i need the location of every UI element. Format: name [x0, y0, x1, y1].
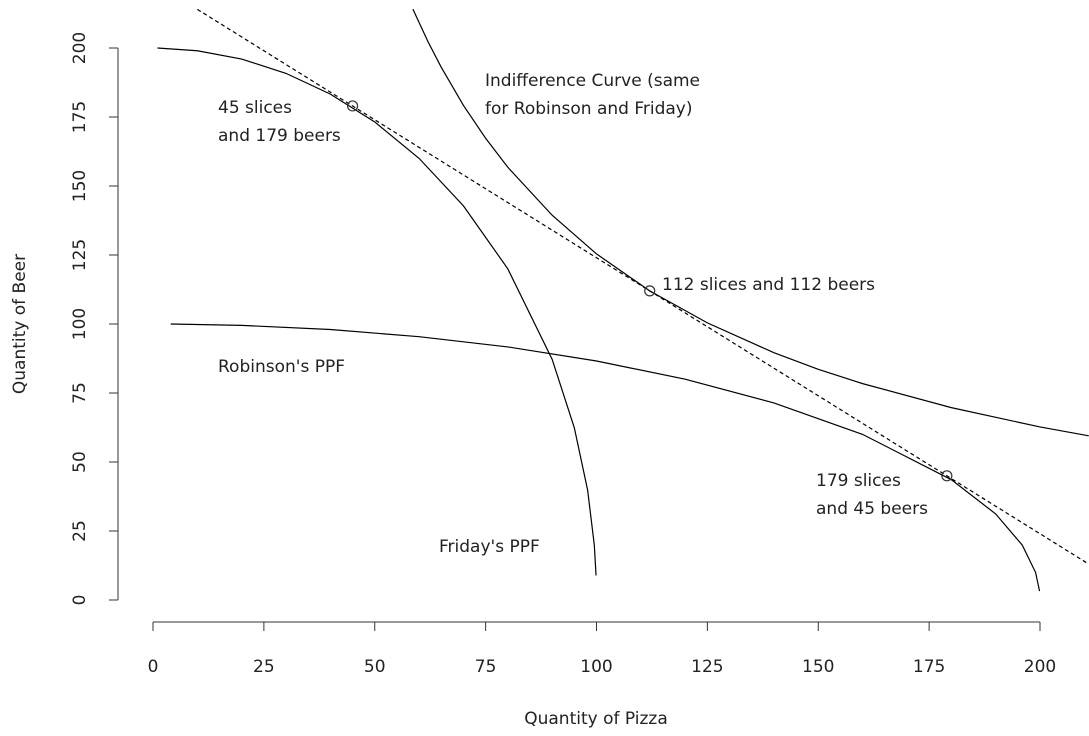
annotation: and 45 beers — [816, 499, 928, 519]
y-tick-label: 100 — [70, 308, 90, 340]
y-tick-label: 50 — [70, 451, 90, 473]
y-tick-label: 200 — [70, 32, 90, 64]
annotation: Indifference Curve (same — [485, 71, 700, 91]
annotation: 45 slices — [218, 98, 292, 118]
annotation: for Robinson and Friday) — [485, 99, 693, 119]
x-tick-label: 200 — [1024, 657, 1056, 677]
curve — [170, 323, 1041, 592]
x-tick-label: 75 — [475, 657, 497, 677]
curve — [412, 8, 1089, 437]
point — [346, 100, 359, 112]
annotation: 112 slices and 112 beers — [662, 275, 875, 295]
annotation: Friday's PPF — [439, 537, 540, 557]
y-tick-label: 25 — [70, 520, 90, 542]
x-axis-label: Quantity of Pizza — [524, 709, 668, 729]
annotation: and 179 beers — [218, 126, 341, 146]
x-tick-label: 0 — [148, 657, 159, 677]
annotation: 179 slices — [816, 471, 901, 491]
x-tick-label: 125 — [691, 657, 723, 677]
point — [644, 285, 656, 297]
x-tick-label: 25 — [253, 657, 275, 677]
y-tick-label: 125 — [70, 239, 90, 271]
y-tick-label: 0 — [70, 595, 90, 606]
x-tick-label: 50 — [364, 657, 386, 677]
y-axis-label: Quantity of Beer — [10, 254, 30, 394]
y-tick-label: 175 — [70, 101, 90, 133]
y-tick-label: 75 — [70, 382, 90, 404]
x-tick-label: 100 — [580, 657, 612, 677]
x-tick-label: 150 — [802, 657, 834, 677]
x-tick-label: 175 — [913, 657, 945, 677]
curve — [157, 47, 597, 576]
y-tick-label: 150 — [70, 170, 90, 202]
annotation: Robinson's PPF — [218, 357, 345, 377]
plot-area — [157, 8, 1089, 592]
point — [941, 470, 953, 482]
